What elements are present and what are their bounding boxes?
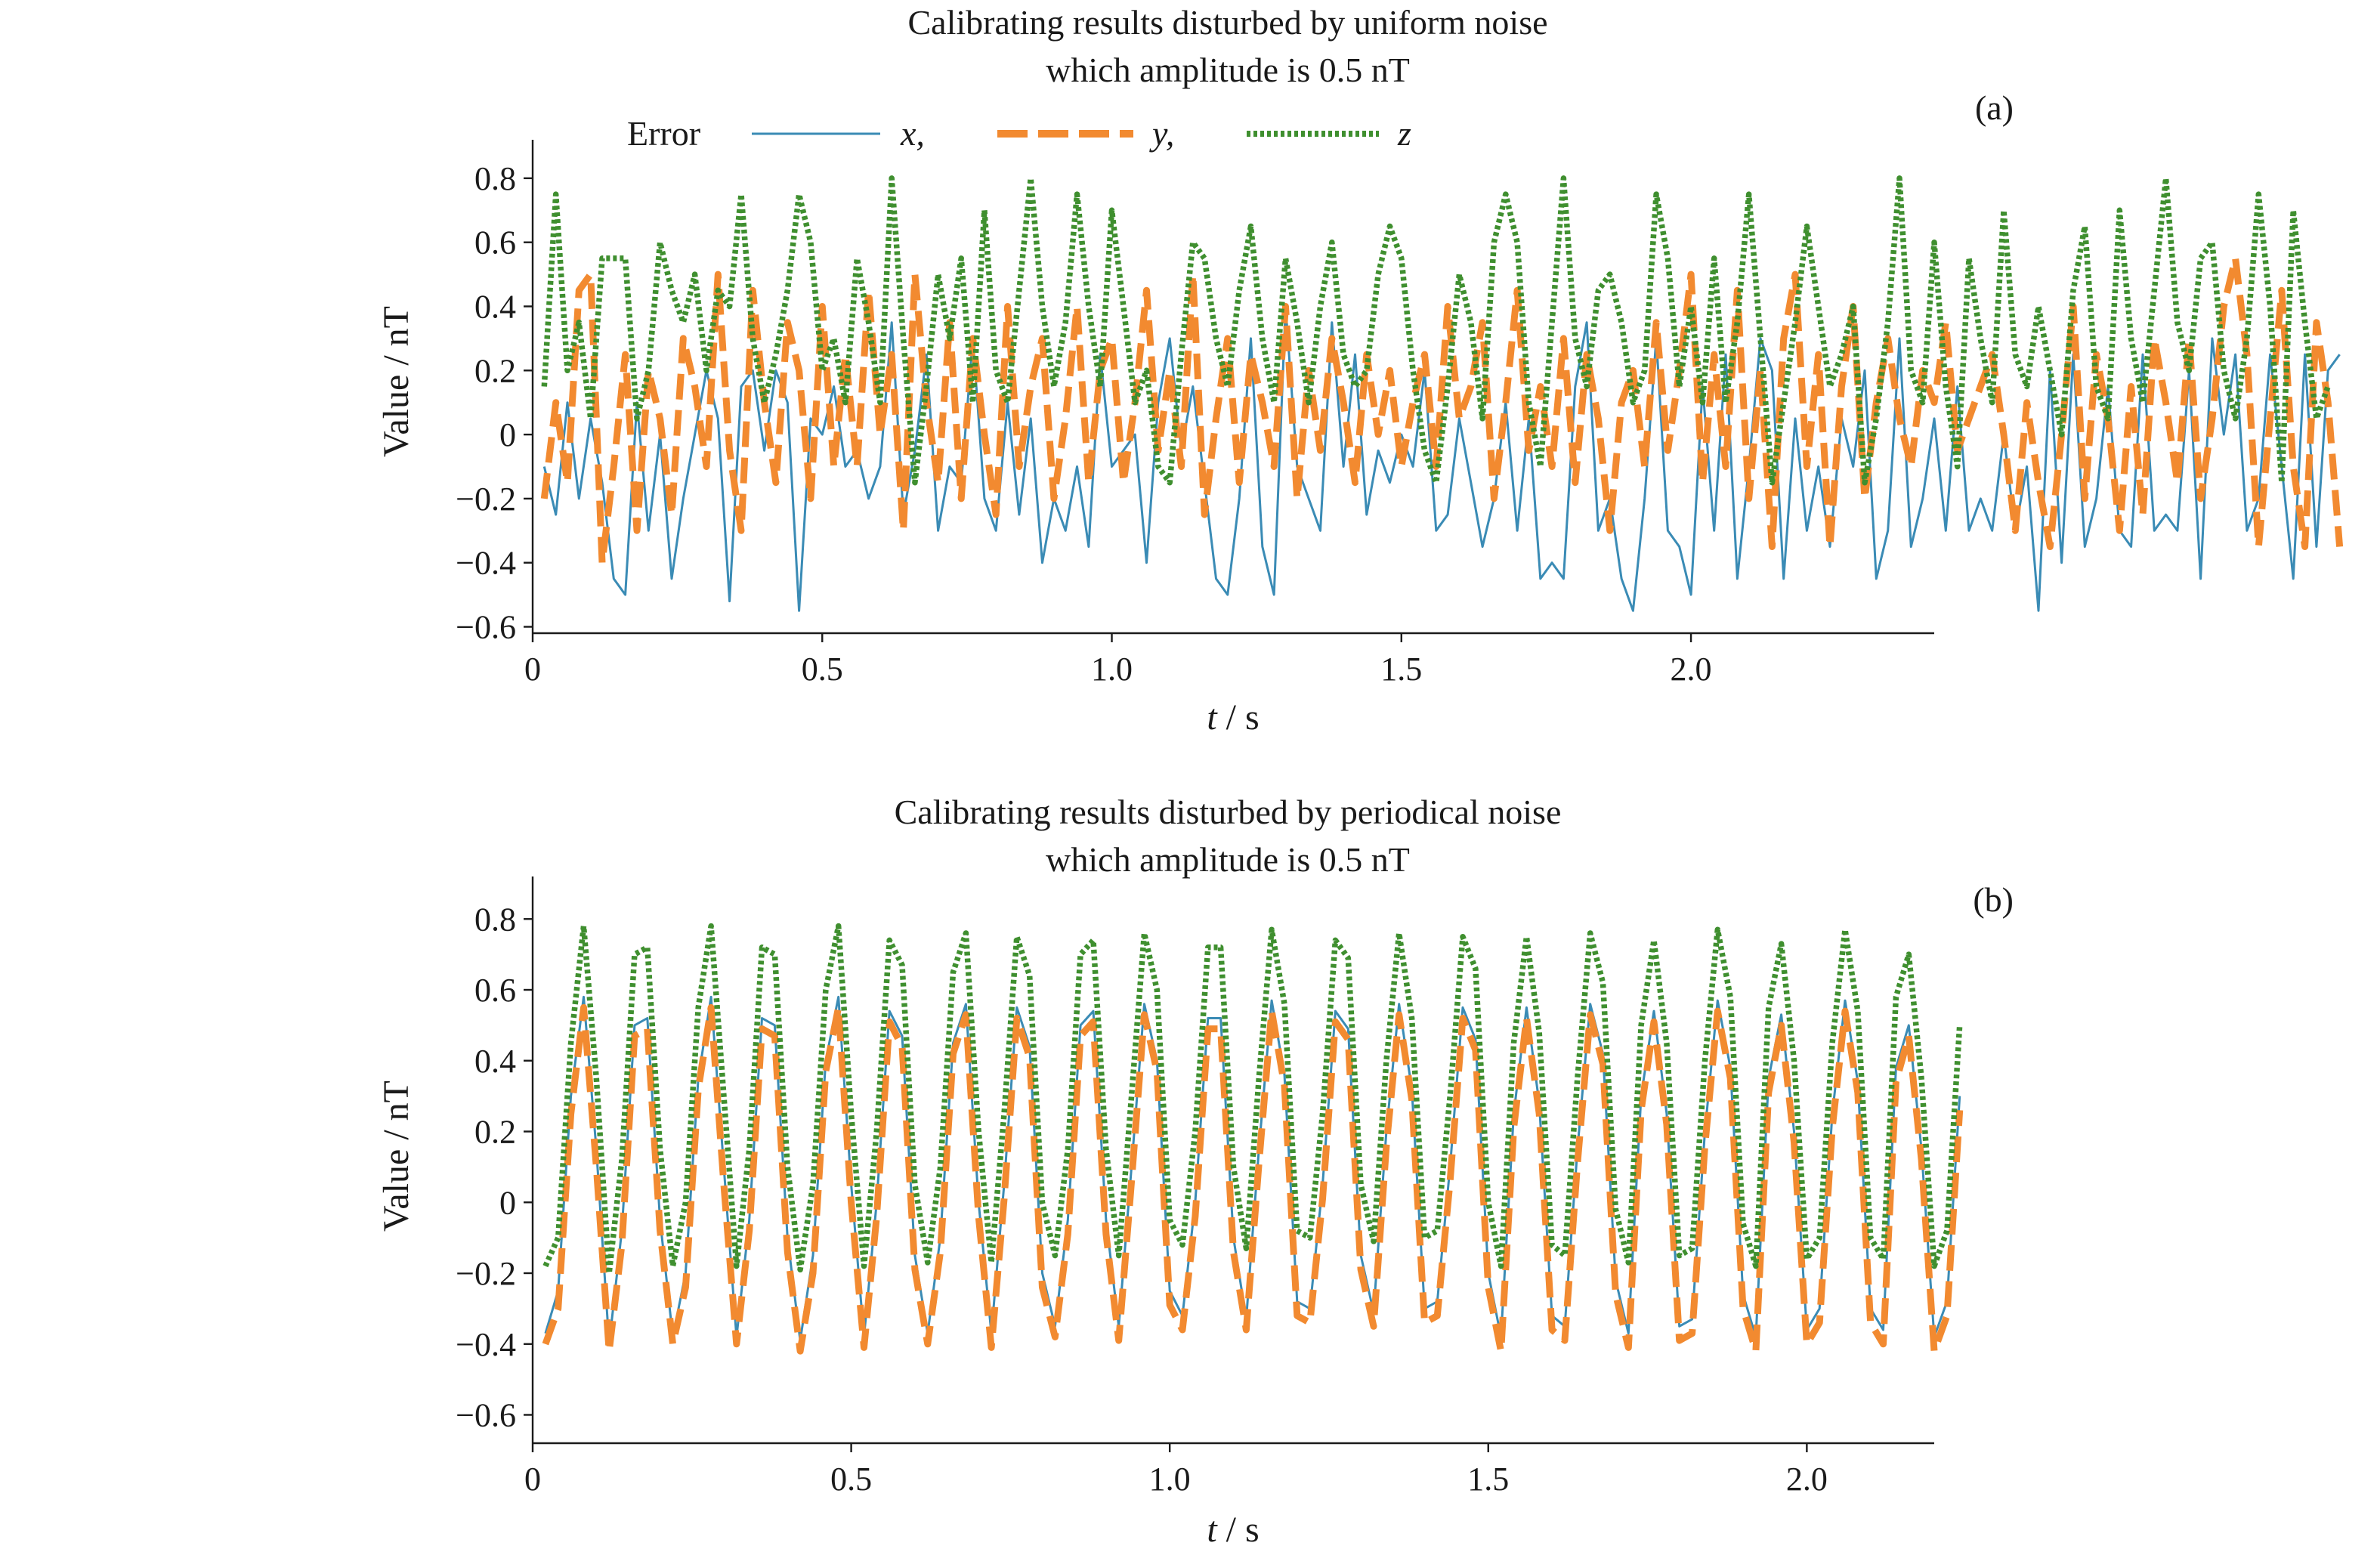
- panel-a-ylabel: Value / nT: [376, 306, 416, 457]
- panel-b-series: [542, 923, 1964, 1355]
- panel-a-title-line1: Calibrating results disturbed by uniform…: [907, 3, 1547, 42]
- panel-b-ytick-label: 0.8: [474, 901, 516, 938]
- panel-b-xtick-label: 1.5: [1467, 1461, 1509, 1498]
- panel-b-series-z-line: [542, 923, 1963, 1276]
- legend-heading: Error: [627, 114, 700, 153]
- panel-b-axes: −0.6 −0.4 −0.2 0 0.2 0.4 0.6 0.8 0 0.5 1.0 1.5 2.0: [456, 876, 1934, 1498]
- panel-a-xlabel: t / s: [1207, 697, 1259, 737]
- legend: Error x, y, z: [627, 114, 1411, 153]
- panel-b-ytick-label: −0.4: [456, 1326, 516, 1363]
- panel-b-xlabel-unit: / s: [1217, 1510, 1260, 1550]
- panel-a-ytick-label: 0.8: [474, 160, 516, 197]
- panel-a-ytick-label: −0.2: [456, 481, 516, 518]
- panel-a-xlabel-var: t: [1207, 697, 1218, 737]
- panel-b-ylabel: Value / nT: [376, 1081, 416, 1232]
- panel-a-ytick-label: 0.2: [474, 352, 516, 389]
- panel-a-ytick-label: 0.6: [474, 224, 516, 261]
- panel-b-series-y-line: [542, 1003, 1964, 1355]
- panel-b-ytick-label: 0.2: [474, 1114, 516, 1151]
- panel-a-xtick-label: 0: [524, 651, 541, 688]
- panel-a-xlabel-unit: / s: [1217, 697, 1260, 737]
- panel-b-xlabel-var: t: [1207, 1510, 1218, 1550]
- panel-b-ytick-label: 0.6: [474, 972, 516, 1009]
- panel-a-title-line2: which amplitude is 0.5 nT: [1046, 51, 1410, 89]
- panel-b-ytick-label: 0.4: [474, 1043, 516, 1080]
- legend-label-y: y,: [1149, 114, 1174, 153]
- legend-label-z: z: [1397, 114, 1411, 153]
- panel-a-axes: −0.6 −0.4 −0.2 0 0.2 0.4 0.6 0.8 0 0.5 1.0 1.5 2.0: [456, 140, 1934, 688]
- panel-a: Calibrating results disturbed by uniform…: [376, 3, 2344, 737]
- legend-label-x: x,: [900, 114, 925, 153]
- panel-a-xtick-label: 1.0: [1091, 651, 1133, 688]
- panel-a-ytick-label: 0.4: [474, 288, 516, 325]
- panel-b-ytick-label: −0.6: [456, 1397, 516, 1434]
- panel-b-title-line1: Calibrating results disturbed by periodi…: [895, 793, 1562, 831]
- panel-a-ytick-label: −0.6: [456, 609, 516, 646]
- panel-a-xtick-label: 2.0: [1671, 651, 1712, 688]
- panel-b-title-line2: which amplitude is 0.5 nT: [1046, 840, 1410, 879]
- panel-b-xlabel: t / s: [1207, 1510, 1259, 1550]
- panel-b-ytick-label: −0.2: [456, 1255, 516, 1292]
- panel-b-ytick-label: 0: [499, 1184, 516, 1221]
- panel-a-tag: (a): [1975, 88, 2014, 127]
- panel-a-ytick-label: −0.4: [456, 545, 516, 582]
- panel-a-ytick-label: 0: [499, 416, 516, 453]
- panel-b-xtick-label: 1.0: [1149, 1461, 1191, 1498]
- panel-b-tag: (b): [1973, 880, 2014, 919]
- panel-a-series-y-line: [540, 255, 2344, 567]
- panel-a-series: [540, 175, 2344, 612]
- panel-b-xtick-label: 0: [524, 1461, 541, 1498]
- panel-a-xtick-label: 0.5: [802, 651, 843, 688]
- panel-a-xtick-label: 1.5: [1380, 651, 1422, 688]
- panel-a-series-z-line: [541, 175, 2331, 486]
- panel-b: Calibrating results disturbed by periodi…: [376, 793, 2014, 1550]
- panel-b-xtick-label: 0.5: [830, 1461, 872, 1498]
- panel-b-xtick-label: 2.0: [1786, 1461, 1828, 1498]
- panel-a-series-x-line: [542, 305, 2341, 612]
